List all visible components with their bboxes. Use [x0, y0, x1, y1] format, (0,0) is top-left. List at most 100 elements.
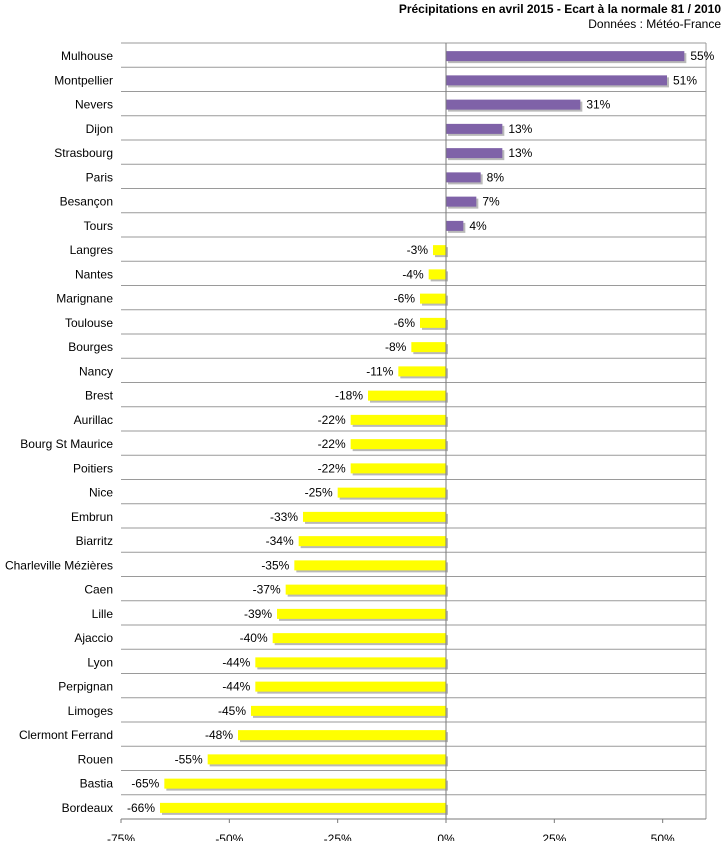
x-tick-label: 50%: [651, 832, 675, 841]
data-label: -37%: [253, 583, 281, 597]
bar: [420, 293, 446, 304]
chart-title: Précipitations en avril 2015 - Ecart à l…: [398, 2, 721, 16]
x-tick-label: -50%: [215, 832, 243, 841]
data-label: 55%: [690, 49, 714, 63]
data-label: -22%: [318, 461, 346, 475]
data-label: -48%: [205, 728, 233, 742]
category-label: Poitiers: [73, 461, 113, 475]
data-label: -35%: [261, 558, 289, 572]
data-label: -8%: [385, 340, 407, 354]
data-label: 7%: [482, 195, 500, 209]
data-label: -33%: [270, 510, 298, 524]
bar: [160, 802, 446, 813]
bar: [277, 608, 446, 619]
category-label: Nice: [89, 486, 113, 500]
bar: [446, 51, 685, 62]
bar: [337, 487, 446, 498]
bar: [350, 414, 446, 425]
data-label: -34%: [266, 534, 294, 548]
bar: [350, 439, 446, 450]
data-label: -22%: [318, 437, 346, 451]
category-label: Embrun: [71, 510, 113, 524]
data-label: -18%: [335, 389, 363, 403]
bar: [446, 123, 503, 134]
data-label: -65%: [131, 777, 159, 791]
data-label: 51%: [673, 73, 697, 87]
data-label: -6%: [394, 292, 416, 306]
category-label: Strasbourg: [54, 146, 113, 160]
category-label: Perpignan: [58, 680, 113, 694]
bar: [446, 148, 503, 159]
data-label: -4%: [402, 267, 424, 281]
chart-subtitle: Données : Météo-France: [588, 17, 721, 31]
bar: [350, 463, 446, 474]
bar: [398, 366, 446, 377]
category-label: Besançon: [60, 195, 113, 209]
category-label: Tours: [84, 219, 113, 233]
x-tick-label: 25%: [542, 832, 566, 841]
data-label: 4%: [469, 219, 487, 233]
category-label: Bordeaux: [62, 801, 113, 815]
bar: [303, 511, 446, 522]
category-label: Lyon: [87, 655, 113, 669]
data-label: -3%: [407, 243, 429, 257]
bar: [446, 220, 464, 231]
category-label: Bastia: [80, 777, 114, 791]
data-label: -22%: [318, 413, 346, 427]
category-label: Brest: [85, 389, 114, 403]
bar: [428, 269, 446, 280]
bar: [298, 536, 446, 547]
bar: [285, 584, 446, 595]
bar: [411, 342, 446, 353]
bar: [255, 681, 446, 692]
bar: [446, 196, 477, 207]
bar: [368, 390, 446, 401]
bar: [446, 75, 667, 86]
category-label: Montpellier: [54, 73, 113, 87]
category-label: Nantes: [75, 267, 113, 281]
bar: [238, 730, 446, 741]
category-label: Bourg St Maurice: [20, 437, 113, 451]
bar: [164, 778, 447, 789]
category-label: Langres: [70, 243, 113, 257]
data-label: -45%: [218, 704, 246, 718]
category-label: Nancy: [79, 364, 113, 378]
category-label: Paris: [86, 170, 113, 184]
data-label: -39%: [244, 607, 272, 621]
category-label: Clermont Ferrand: [19, 728, 113, 742]
bar: [207, 754, 446, 765]
data-label: -44%: [222, 655, 250, 669]
category-label: Toulouse: [65, 316, 113, 330]
category-label: Rouen: [78, 752, 113, 766]
bar: [420, 317, 446, 328]
category-label: Ajaccio: [74, 631, 113, 645]
category-label: Marignane: [56, 292, 113, 306]
x-tick-label: 0%: [437, 832, 455, 841]
category-label: Charleville Mézières: [5, 558, 113, 572]
data-label: 8%: [487, 170, 505, 184]
x-tick-label: -75%: [107, 832, 135, 841]
data-label: -25%: [305, 486, 333, 500]
category-label: Lille: [92, 607, 114, 621]
data-label: -55%: [175, 752, 203, 766]
bar: [446, 99, 581, 110]
data-label: 13%: [508, 122, 532, 136]
data-label: -11%: [366, 364, 393, 378]
data-label: -6%: [394, 316, 416, 330]
category-label: Biarritz: [76, 534, 113, 548]
bar: [255, 657, 446, 668]
data-label: -66%: [127, 801, 155, 815]
data-label: -40%: [240, 631, 268, 645]
bar: [251, 705, 446, 716]
category-label: Caen: [84, 583, 113, 597]
bar: [433, 245, 446, 256]
category-label: Bourges: [68, 340, 113, 354]
data-label: 31%: [586, 98, 610, 112]
bar: [294, 560, 446, 571]
bar: [272, 633, 446, 644]
category-label: Dijon: [86, 122, 113, 136]
category-label: Limoges: [68, 704, 113, 718]
bar: [446, 172, 481, 183]
category-label: Nevers: [75, 98, 113, 112]
